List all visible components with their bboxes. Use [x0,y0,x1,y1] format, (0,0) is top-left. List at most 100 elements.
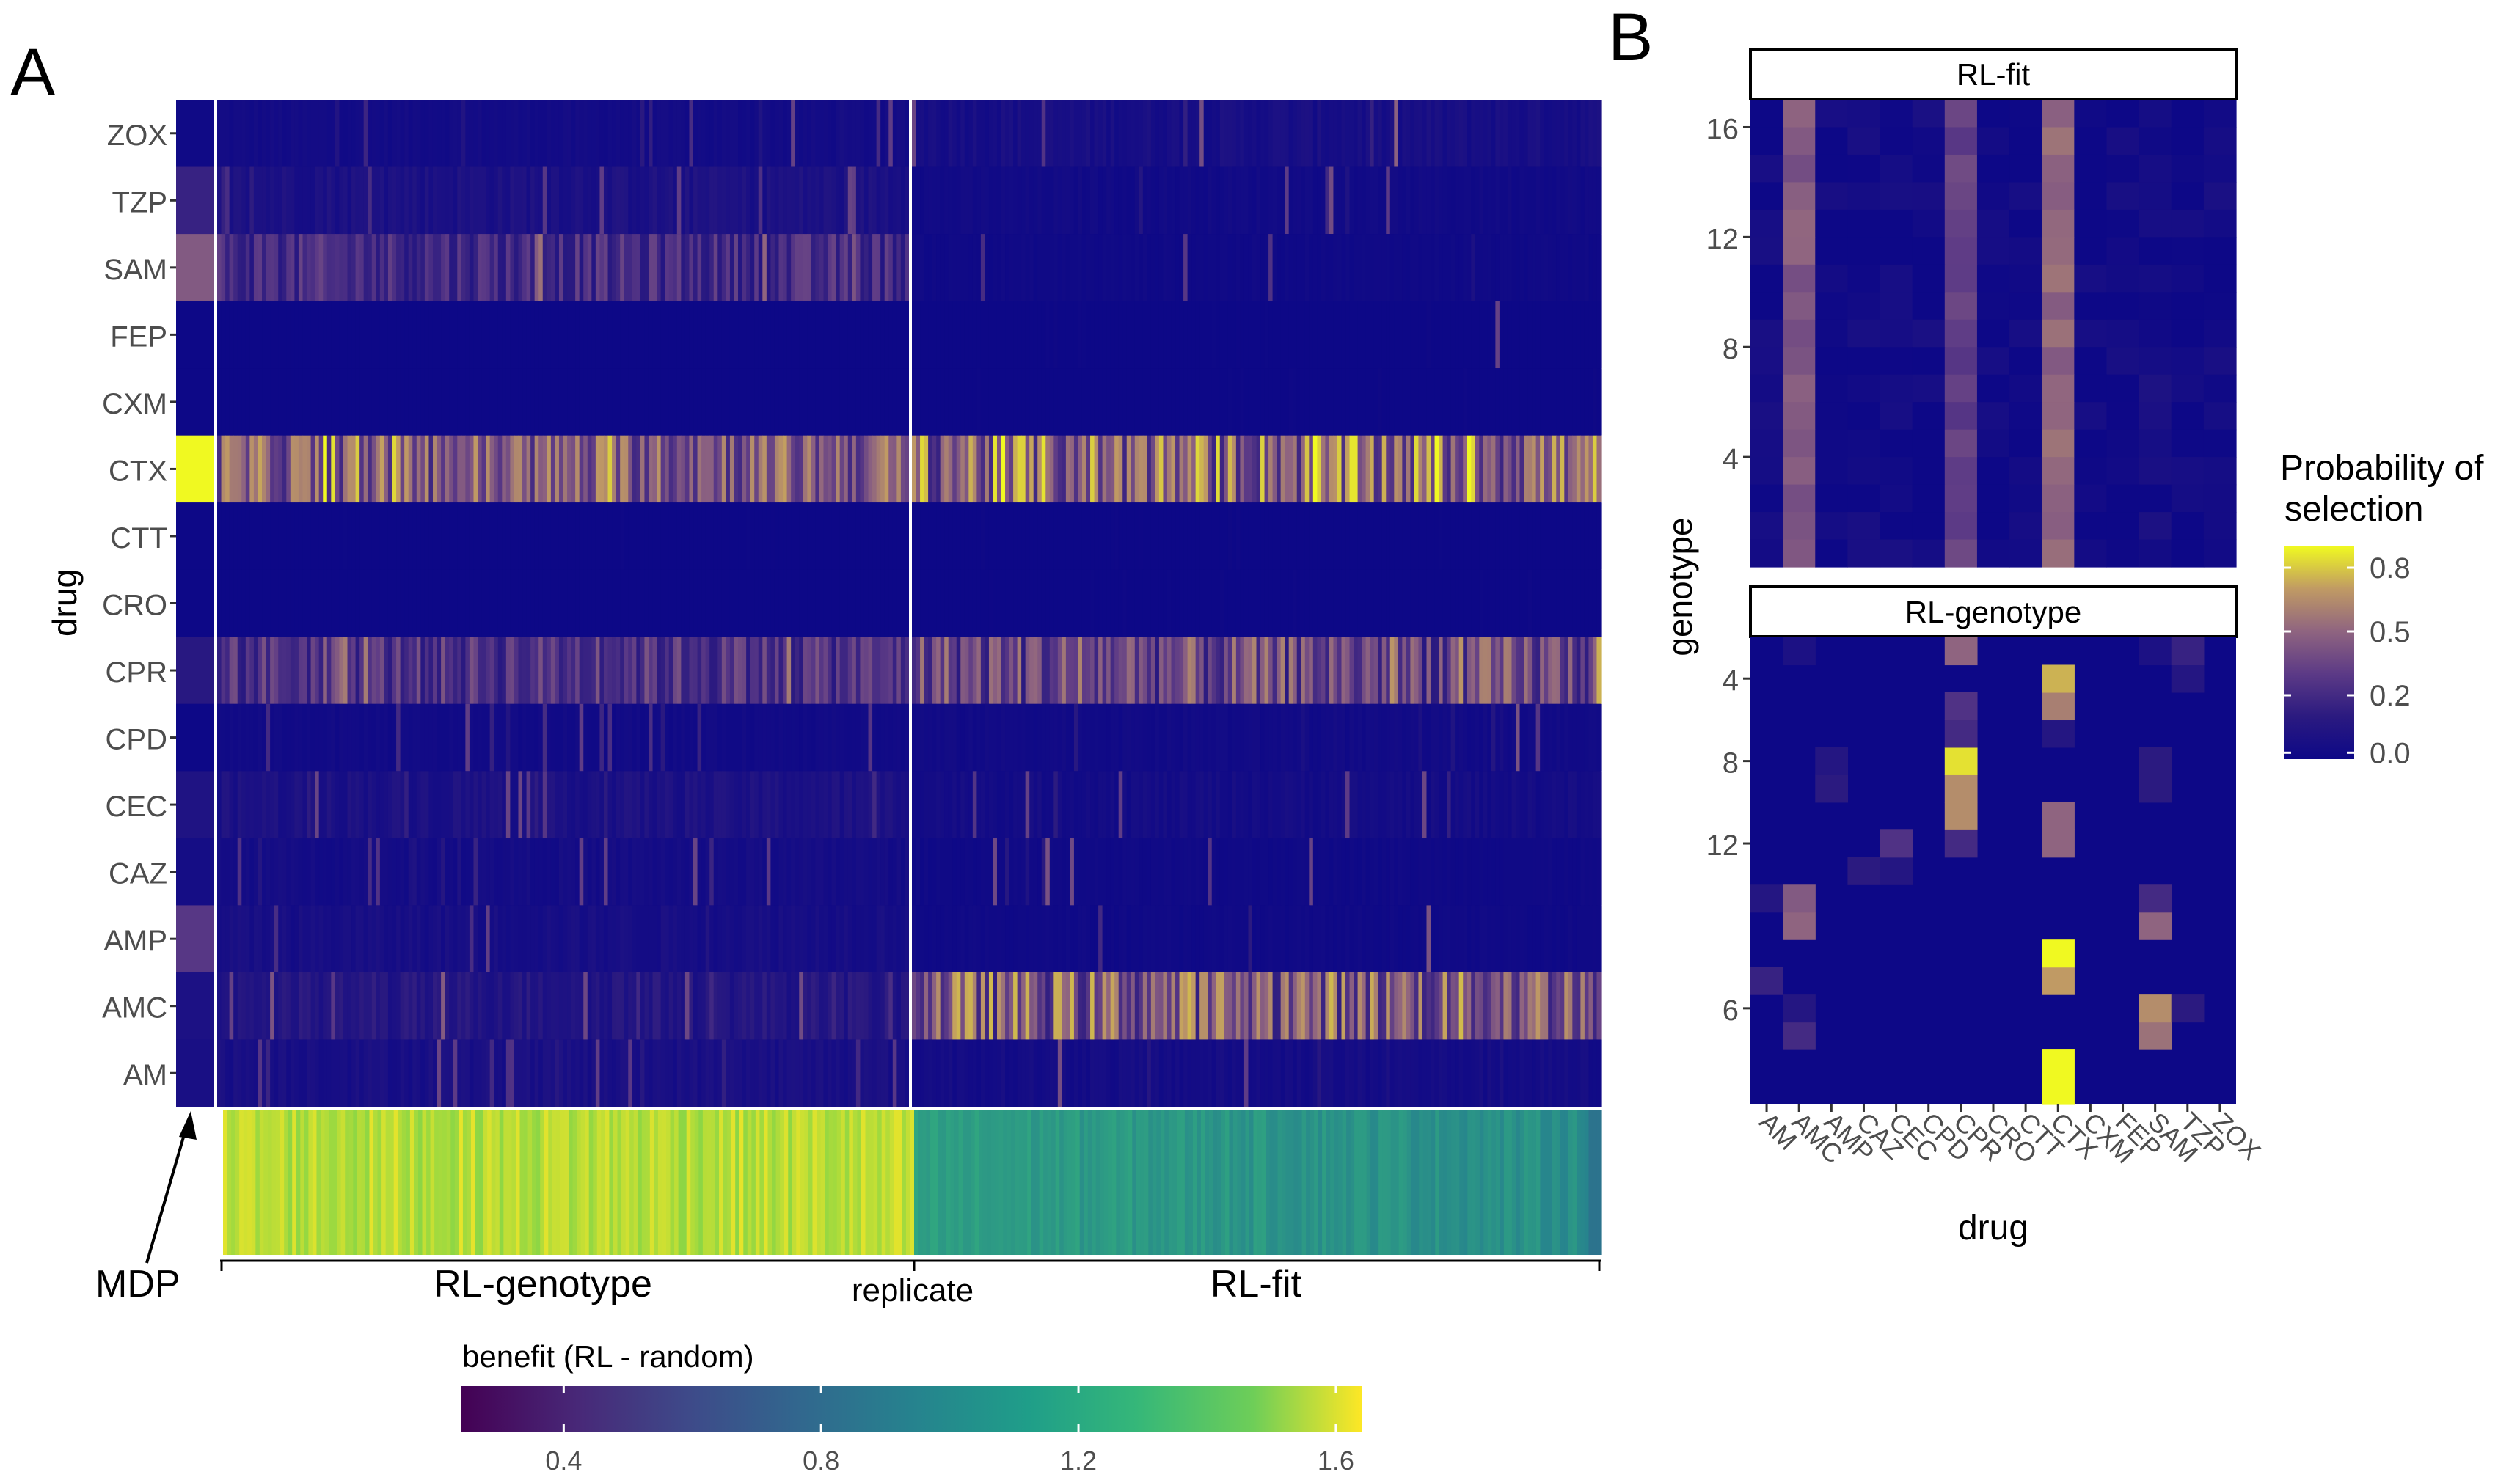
rl-genotype-cell [241,1039,246,1107]
rl-genotype-cell [863,569,869,637]
rl-genotype-cell [754,502,759,570]
rl-fit-cell [1268,234,1274,301]
rl-fit-cell [1070,905,1075,972]
rl-genotype-cell [888,905,894,972]
rl-fit-cell [1394,637,1399,704]
rl-fit-cell [1134,166,1139,235]
rl-genotype-cell [542,771,547,838]
rl-fit-cell [1357,569,1362,637]
rl-genotype-cell [286,703,291,772]
rl-fit-cell [1418,569,1423,637]
rl-fit-cell [1033,234,1038,301]
rl-genotype-cell [258,569,263,637]
rl-fit-cell [948,301,953,369]
rl-genotype-cell [884,234,889,301]
rl-genotype-cell [799,838,804,906]
rl-fit-cell [1572,905,1577,972]
rl-fit-cell [1277,905,1282,972]
rl-fit-cell [944,637,949,704]
rl-genotype-cell [294,166,299,235]
rl-genotype-cell [632,234,637,301]
rl-fit-cell [1219,905,1224,972]
rl-fit-cell [1070,703,1075,772]
rl-genotype-cell [217,637,222,704]
rl-fit-cell [1114,502,1120,570]
rl-genotype-cell [839,703,844,772]
rl-fit-cell [1134,368,1139,436]
rl-fit-cell [1147,905,1152,972]
rl-genotype-cell [868,703,873,772]
rl-genotype-cell [684,905,690,972]
rl-fit-cell [1475,972,1480,1040]
rl-genotype-cell [547,100,552,167]
rl-genotype-cell [836,368,841,436]
rl-genotype-cell [363,569,368,637]
rl-fit-cell [1362,234,1367,301]
rl-fit-cell [1386,435,1391,503]
rl-genotype-cell [701,301,706,369]
rl-fit-cell [1150,301,1156,369]
rl-fit-cell [1552,368,1557,436]
rl-fit-cell [1098,502,1103,570]
rl-genotype-cell [502,637,507,704]
rl-fit-cell [1086,100,1091,167]
rl-genotype-cell [400,100,405,167]
rl-fit-cell [1203,569,1208,637]
rl-fit-cell [1293,301,1298,369]
rl-fit-cell [1147,703,1152,772]
rl-fit-cell [1524,972,1529,1040]
rl-genotype-cell [778,1039,784,1107]
rl-fit-cell [1293,166,1298,235]
rl-genotype-cell [420,637,426,704]
rl-genotype-cell [888,569,894,637]
rl-genotype-cell [726,1039,731,1107]
rl-genotype-cell [481,301,486,369]
rl-fit-cell [1150,905,1156,972]
rl-genotype-cell [575,234,580,301]
rl-genotype-cell [387,234,393,301]
rl-fit-cell [1057,637,1062,704]
rl-genotype-cell [241,435,246,503]
rl-genotype-cell [392,905,397,972]
rl-fit-cell [1556,100,1561,167]
rl-fit-cell [1568,435,1573,503]
rl-genotype-cell [351,838,357,906]
rl-genotype-cell [294,703,299,772]
rl-fit-cell [1345,703,1351,772]
rl-genotype-cell [514,1039,519,1107]
rl-genotype-cell [676,301,682,369]
rl-fit-cell [1479,301,1484,369]
rl-fit-cell [1309,905,1314,972]
rl-genotype-cell [384,972,389,1040]
rl-fit-cell [1150,100,1156,167]
rl-fit-cell [1487,100,1492,167]
rl-genotype-cell [595,703,601,772]
rl-genotype-cell [542,972,547,1040]
rl-fit-cell [1227,166,1232,235]
rl-fit-cell [1248,100,1253,167]
rl-genotype-cell [660,771,665,838]
rl-genotype-cell [286,435,291,503]
rl-genotype-cell [538,637,544,704]
rl-fit-cell [1041,838,1046,906]
rl-genotype-cell [266,905,271,972]
rl-genotype-cell [404,972,409,1040]
rl-genotype-cell [387,637,393,704]
rl-genotype-cell [734,703,739,772]
rl-fit-cell [1321,771,1326,838]
rl-fit-cell [1122,301,1128,369]
rl-genotype-cell [400,637,405,704]
rl-genotype-cell [880,569,885,637]
rl-genotype-cell [811,368,817,436]
rl-fit-cell [1179,100,1184,167]
rl-fit-cell [924,166,929,235]
rl-genotype-cell [648,838,654,906]
rl-genotype-cell [746,435,751,503]
rl-genotype-cell [534,234,539,301]
rl-genotype-cell [518,569,523,637]
rl-genotype-cell [819,166,825,235]
rl-fit-cell [1029,368,1034,436]
rl-genotype-cell [839,166,844,235]
rl-genotype-cell [587,234,592,301]
rl-genotype-cell [778,502,784,570]
